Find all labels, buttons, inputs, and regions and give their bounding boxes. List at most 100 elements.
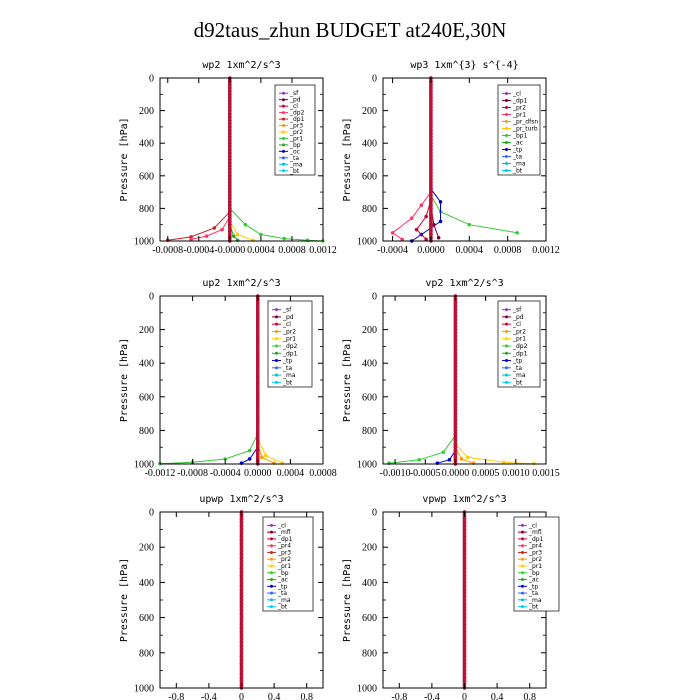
- zero-profile-point: [228, 102, 232, 106]
- legend-marker: [282, 91, 285, 95]
- legend-label: _pd: [289, 97, 301, 104]
- legend-marker: [275, 380, 278, 384]
- zero-profile-point: [462, 573, 467, 578]
- legend-label: _dp1: [277, 536, 293, 543]
- zero-profile-point: [429, 147, 433, 152]
- zero-profile-point: [429, 190, 433, 194]
- legend-label: _dp1: [512, 98, 528, 105]
- zero-profile-point: [429, 206, 433, 211]
- y-axis-label: Pressure [hPa]: [342, 558, 353, 642]
- y-tick-label: 200: [362, 106, 377, 117]
- zero-profile-point: [462, 650, 467, 655]
- x-tick-label: 0.0005: [472, 468, 500, 479]
- zero-profile-point: [453, 398, 458, 403]
- zero-profile-point: [462, 665, 467, 669]
- series-point: [204, 234, 209, 238]
- zero-profile-point: [228, 118, 232, 123]
- zero-profile-point: [239, 657, 244, 662]
- legend-label: _cl: [512, 321, 521, 328]
- series-point: [424, 214, 428, 219]
- zero-profile-point: [453, 411, 458, 416]
- legend-marker: [282, 149, 285, 153]
- zero-profile-point: [255, 441, 260, 446]
- legend-marker: [521, 557, 524, 561]
- zero-profile-point: [239, 531, 244, 535]
- zero-profile-point: [228, 200, 232, 204]
- zero-profile-point: [453, 438, 458, 443]
- zero-profile-point: [429, 164, 433, 168]
- zero-profile-point: [453, 394, 458, 399]
- y-axis-label: Pressure [hPa]: [342, 338, 353, 422]
- zero-profile-point: [239, 619, 244, 623]
- zero-profile-point: [239, 612, 244, 616]
- legend-marker: [270, 571, 273, 575]
- legend-label: _cl: [277, 522, 286, 529]
- legend-label: _ta: [512, 154, 522, 161]
- zero-profile-point: [228, 222, 232, 227]
- panel-title: vpwp 1xm^2/s^3: [422, 494, 506, 505]
- zero-profile-point: [453, 435, 458, 439]
- zero-profile-point: [462, 622, 467, 627]
- legend-marker: [270, 598, 273, 602]
- x-tick-label: 0.0004: [456, 245, 484, 256]
- zero-profile-point: [462, 615, 467, 620]
- legend-label: _mfl: [277, 529, 291, 536]
- series-point: [467, 222, 472, 227]
- legend-marker: [505, 120, 508, 123]
- zero-profile-point: [255, 452, 260, 456]
- zero-profile-point: [239, 573, 244, 578]
- zero-profile-point: [228, 134, 232, 139]
- zero-profile-point: [239, 580, 244, 585]
- x-tick-label: -0.8: [168, 692, 184, 700]
- zero-profile-point: [255, 431, 260, 436]
- zero-profile-point: [453, 314, 458, 319]
- series-line-bp1: [430, 195, 518, 234]
- legend-label: _pr4: [277, 543, 291, 550]
- legend-marker: [521, 523, 524, 527]
- legend-label: _ma: [277, 597, 291, 604]
- zero-profile-point: [239, 555, 244, 560]
- zero-profile-point: [239, 548, 244, 553]
- zero-profile-point: [239, 591, 244, 595]
- series-point: [247, 448, 252, 453]
- zero-profile-point: [255, 401, 260, 406]
- zero-profile-point: [239, 545, 244, 550]
- zero-profile-point: [255, 435, 260, 439]
- zero-profile-point: [255, 378, 260, 382]
- zero-profile-point: [255, 374, 260, 379]
- zero-profile-point: [462, 636, 467, 641]
- zero-profile-point: [462, 629, 467, 634]
- zero-profile-point: [228, 232, 232, 237]
- legend-label: _dp1: [512, 350, 528, 357]
- x-tick-label: 0.0012: [532, 245, 560, 256]
- zero-profile-point: [429, 193, 433, 198]
- zero-profile-point: [429, 154, 433, 159]
- zero-profile-point: [255, 394, 260, 399]
- legend-marker: [505, 351, 508, 355]
- zero-profile-point: [255, 361, 260, 366]
- zero-profile-point: [462, 552, 467, 557]
- legend-label: _tp: [512, 147, 522, 154]
- legend-label: _tp: [282, 358, 292, 365]
- legend-marker: [505, 106, 508, 109]
- zero-profile-point: [255, 354, 260, 359]
- zero-profile-point: [239, 615, 244, 620]
- y-tick-label: 600: [139, 171, 154, 182]
- zero-profile-point: [462, 608, 467, 613]
- legend-label: _ta: [512, 365, 522, 372]
- zero-profile-point: [255, 341, 260, 345]
- zero-profile-point: [239, 640, 244, 645]
- legend-label: _bp: [528, 570, 540, 577]
- legend-marker: [521, 578, 524, 582]
- zero-profile-point: [228, 141, 232, 146]
- legend-marker: [505, 380, 508, 384]
- zero-profile-point: [453, 418, 458, 423]
- legend-label: _pr1: [512, 112, 526, 119]
- legend-marker: [270, 544, 273, 548]
- legend-label: _pr1: [512, 336, 526, 343]
- legend: _cl_mfl_dp1_pr4_pr3_pr2_pr1_bp_ac_tp_ta_…: [513, 516, 560, 612]
- x-tick-label: -0.0012: [145, 468, 176, 479]
- zero-profile-point: [255, 438, 260, 443]
- legend: _sf_pd_cl_pr2_pr1_dp2_dp1_tp_ta_ma_bt: [497, 300, 541, 388]
